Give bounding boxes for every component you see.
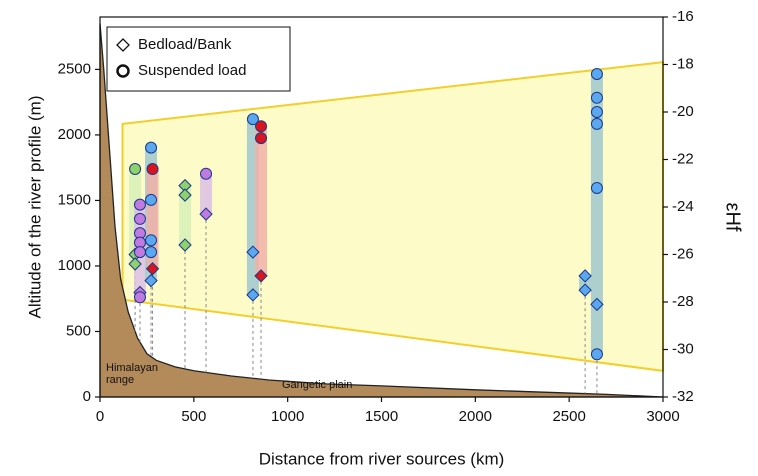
- x-tick-label: 2000: [459, 408, 492, 425]
- y-tick-label: 500: [66, 322, 91, 339]
- suspended-point: [590, 348, 603, 361]
- x-axis-title: Distance from river sources (km): [259, 449, 505, 468]
- y-tick-label: 0: [83, 388, 91, 405]
- x-tick-label: 1000: [271, 408, 304, 425]
- range-bar: [200, 173, 213, 215]
- x-tick-label: 2500: [552, 408, 585, 425]
- range-bar: [255, 126, 268, 276]
- suspended-point: [145, 246, 158, 259]
- legend-label: Suspended load: [138, 62, 246, 79]
- y-tick-label: 1000: [58, 257, 91, 274]
- x-tick-label: 1500: [365, 408, 398, 425]
- suspended-point: [133, 246, 146, 259]
- axes-layer: 0 500 1000 1500 2000 2500 3000 0 500 1000 1500 2000…: [25, 8, 743, 469]
- bedload-point: [145, 262, 160, 276]
- suspended-point: [129, 163, 142, 175]
- annotation: range: [106, 374, 134, 386]
- suspended-point: [200, 167, 213, 180]
- bedload-point: [178, 188, 192, 202]
- legend-marker: [116, 64, 130, 78]
- suspended-point: [133, 212, 146, 225]
- y2-tick-label: -16: [672, 8, 694, 25]
- y2-tick-label: -24: [672, 198, 694, 215]
- points-layer: [128, 68, 604, 361]
- legend-marker: [116, 38, 130, 52]
- y2-tick-label: -20: [672, 103, 694, 120]
- annotation: Gangetic plain: [282, 379, 352, 391]
- y2-tick-label: -18: [672, 55, 694, 72]
- legend-label: Bedload/Bank: [138, 36, 232, 53]
- bedload-point: [128, 257, 142, 271]
- bedload-point: [590, 297, 604, 312]
- bedload-point: [246, 245, 260, 259]
- suspended-point: [590, 117, 603, 130]
- suspended-point: [590, 68, 603, 80]
- bedload-point: [178, 238, 192, 252]
- y-tick-label: 1500: [58, 191, 91, 208]
- range-bar: [179, 185, 192, 245]
- suspended-point: [255, 120, 268, 133]
- suspended-point: [590, 182, 603, 194]
- suspended-point: [145, 234, 158, 247]
- y2-tick-label: -30: [672, 340, 694, 357]
- suspended-point: [590, 91, 603, 104]
- y2-tick-label: -32: [672, 388, 694, 405]
- y2-tick-label: -28: [672, 293, 694, 310]
- y-tick-label: 2000: [58, 126, 91, 143]
- suspended-point: [145, 193, 158, 206]
- bedload-point: [246, 288, 260, 302]
- suspended-point: [590, 106, 603, 118]
- x-tick-label: 500: [181, 408, 206, 425]
- annotation: Himalayan: [106, 362, 158, 374]
- y-tick-label: 2500: [58, 60, 91, 77]
- bedload-point: [578, 283, 592, 297]
- x-tick-label: 3000: [646, 408, 679, 425]
- river-profile: [99, 23, 664, 398]
- suspended-point: [145, 141, 158, 154]
- y2-tick-label: -22: [672, 150, 694, 167]
- bedload-point: [144, 273, 158, 288]
- bedload-point: [254, 269, 268, 283]
- x-tick-label: 0: [96, 408, 104, 425]
- suspended-point: [133, 198, 146, 211]
- suspended-point: [255, 132, 268, 145]
- y-axis-title: Altitude of the river profile (m): [25, 96, 44, 319]
- bedload-point: [578, 269, 592, 283]
- suspended-point: [246, 113, 259, 126]
- y2-tick-label: -26: [672, 245, 694, 262]
- suspended-point: [146, 163, 159, 175]
- y2-axis-title: εHf: [722, 203, 744, 232]
- range-bar: [590, 74, 603, 355]
- bedload-point: [199, 207, 213, 221]
- suspended-point: [133, 291, 146, 304]
- legend-box: [106, 26, 291, 92]
